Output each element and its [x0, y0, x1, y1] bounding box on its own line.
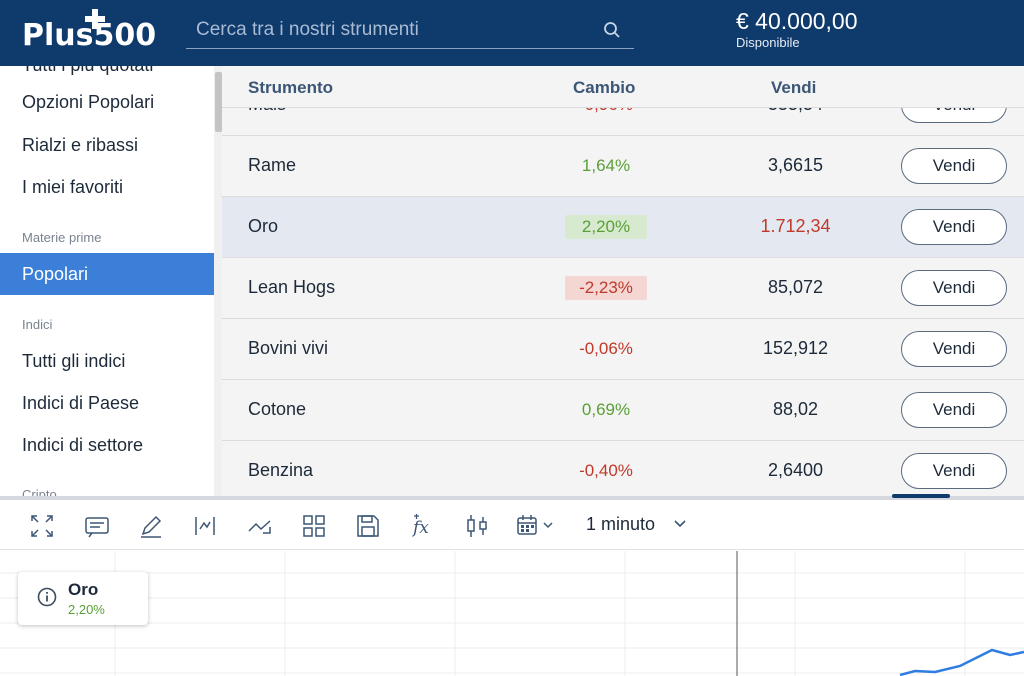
- search-input[interactable]: [196, 18, 596, 42]
- notes-icon[interactable]: [84, 513, 110, 539]
- search-icon[interactable]: [603, 21, 621, 39]
- sell-price: 152,912: [762, 338, 829, 358]
- balance-display[interactable]: € 40.000,00 Disponibile: [736, 7, 858, 51]
- section-commodities: Materie prime: [22, 230, 102, 245]
- sidebar-item-sector-indices[interactable]: Indici di settore: [22, 435, 144, 455]
- top-header: Plus500 € 40.000,00 Disponibile: [0, 0, 1024, 66]
- price-chart[interactable]: Oro 2,20%: [0, 551, 1024, 676]
- indicators-icon[interactable]: [247, 513, 273, 539]
- sell-button[interactable]: Vendi: [901, 270, 1007, 306]
- sidebar-item-rise-fall[interactable]: Rialzi e ribassi: [22, 135, 139, 155]
- draw-icon[interactable]: [138, 513, 164, 539]
- sell-button[interactable]: Vendi: [901, 453, 1007, 489]
- instrument-name: Oro: [248, 216, 279, 236]
- sidebar-item-popular-options[interactable]: Opzioni Popolari: [22, 92, 155, 112]
- instrument-info-card[interactable]: Oro 2,20%: [18, 572, 148, 625]
- chart-type-icon[interactable]: [192, 513, 218, 539]
- logo-plus-icon: [85, 9, 105, 29]
- chart-toolbar: fx 1 minuto: [0, 500, 1024, 550]
- svg-text:fx: fx: [411, 518, 429, 538]
- function-icon[interactable]: fx: [410, 513, 436, 539]
- change-value: 1,64%: [581, 156, 631, 175]
- table-row[interactable]: Bovini vivi -0,06% 152,912 Vendi: [222, 319, 1024, 380]
- instrument-name: Lean Hogs: [248, 277, 336, 297]
- instrument-name: Benzina: [248, 460, 314, 480]
- chevron-down-icon[interactable]: [672, 515, 688, 531]
- change-value: -2,23%: [565, 276, 647, 300]
- sell-price: 1.712,34: [760, 216, 831, 236]
- sidebar-scrollbar[interactable]: [214, 66, 222, 496]
- table-row[interactable]: Cotone 0,69% 88,02 Vendi: [222, 380, 1024, 441]
- info-icon[interactable]: [37, 587, 57, 607]
- change-value: 2,20%: [565, 215, 647, 239]
- sidebar-scrollbar-thumb[interactable]: [215, 72, 222, 132]
- sidebar-item-favorites[interactable]: I miei favoriti: [22, 177, 124, 197]
- balance-amount: € 40.000,00: [736, 8, 858, 34]
- instruments-table: Strumento Cambio Vendi Mais -0,96% 555,5…: [222, 66, 1024, 496]
- fullscreen-icon[interactable]: [29, 513, 55, 539]
- table-row[interactable]: Lean Hogs -2,23% 85,072 Vendi: [222, 258, 1024, 319]
- instrument-name: Bovini vivi: [248, 338, 329, 358]
- sell-button[interactable]: Vendi: [901, 392, 1007, 428]
- calendar-icon[interactable]: [516, 513, 560, 539]
- info-change-value: 2,20%: [68, 602, 105, 617]
- sidebar-item-all-indices[interactable]: Tutti gli indici: [22, 351, 126, 371]
- sell-price: 2,6400: [767, 460, 824, 480]
- instrument-name: Cotone: [248, 399, 307, 419]
- section-indices: Indici: [22, 317, 53, 332]
- header-instrument[interactable]: Strumento: [248, 78, 333, 97]
- sell-price: 88,02: [772, 399, 819, 419]
- header-sell[interactable]: Vendi: [771, 78, 817, 97]
- table-row-selected[interactable]: Oro 2,20% 1.712,34 Vendi: [222, 197, 1024, 258]
- plus500-logo[interactable]: Plus500: [22, 9, 157, 54]
- category-sidebar: Tutti i più quotati Opzioni Popolari Ria…: [0, 66, 222, 496]
- sidebar-item-top-quoted[interactable]: Tutti i più quotati: [0, 66, 215, 86]
- sell-button[interactable]: Vendi: [901, 209, 1007, 245]
- table-row[interactable]: Rame 1,64% 3,6615 Vendi: [222, 136, 1024, 197]
- panel-divider[interactable]: [0, 496, 1024, 500]
- sidebar-item-popular[interactable]: Popolari: [0, 253, 215, 295]
- sell-button[interactable]: Vendi: [901, 331, 1007, 367]
- change-value: -0,40%: [579, 461, 633, 480]
- balance-label: Disponibile: [736, 35, 800, 50]
- table-header: Strumento Cambio Vendi: [222, 66, 1024, 108]
- change-value: 0,69%: [581, 400, 631, 419]
- table-row[interactable]: Benzina -0,40% 2,6400 Vendi: [222, 441, 1024, 496]
- sell-price: 3,6615: [767, 155, 824, 175]
- resize-handle[interactable]: [892, 494, 950, 498]
- candles-icon[interactable]: [464, 513, 490, 539]
- price-line: [899, 648, 1024, 676]
- sell-price: 85,072: [767, 277, 824, 297]
- interval-selector[interactable]: 1 minuto: [586, 514, 656, 534]
- change-value: -0,06%: [579, 339, 633, 358]
- layout-icon[interactable]: [301, 513, 327, 539]
- chart-grid: [0, 551, 1024, 676]
- search-bar[interactable]: [186, 12, 634, 49]
- sidebar-item-country-indices[interactable]: Indici di Paese: [22, 393, 140, 413]
- info-instrument-name: Oro: [68, 580, 99, 599]
- logo-text: Plus500: [22, 18, 157, 53]
- header-change[interactable]: Cambio: [573, 78, 636, 97]
- sell-button[interactable]: Vendi: [901, 148, 1007, 184]
- section-crypto: Cripto: [22, 487, 57, 496]
- save-icon[interactable]: [355, 513, 381, 539]
- instrument-name: Rame: [248, 155, 297, 175]
